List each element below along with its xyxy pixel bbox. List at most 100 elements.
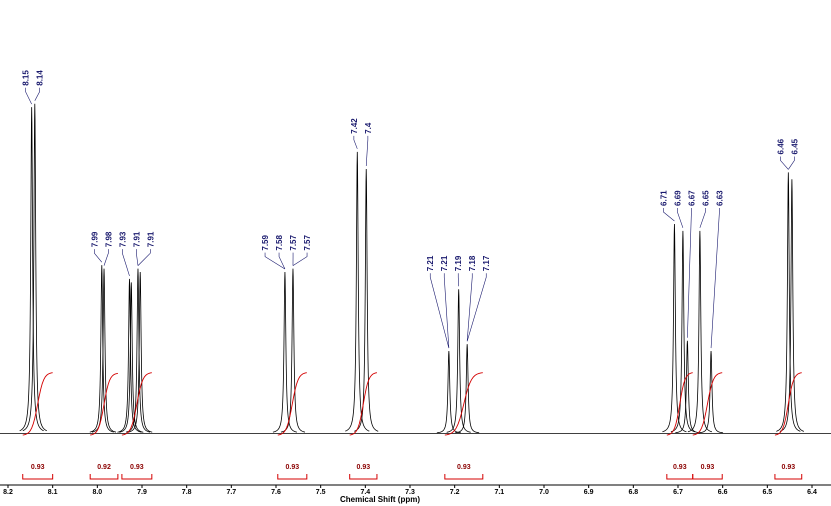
x-tick-label: 8.1 <box>48 489 58 496</box>
peak-label: 6.65 <box>701 190 710 206</box>
peak <box>779 179 805 432</box>
peak-leader <box>122 249 130 277</box>
peak-leader <box>699 207 706 228</box>
integral-bracket <box>277 474 308 480</box>
integral-curve <box>349 372 378 436</box>
x-tick-label: 6.4 <box>807 489 817 496</box>
integral-curve <box>666 372 693 436</box>
integral-label: 0.93 <box>701 464 715 471</box>
integral-curve <box>774 372 802 436</box>
peak-leader <box>429 273 450 349</box>
peak <box>119 282 144 433</box>
x-tick-label: 7.7 <box>226 489 236 496</box>
x-tick-label: 6.5 <box>762 489 772 496</box>
integral-label: 0.93 <box>130 464 144 471</box>
integral-label: 0.93 <box>285 464 299 471</box>
peak-label: 7.4 <box>364 122 373 134</box>
peak-leader <box>34 87 40 101</box>
integral-label: 0.92 <box>97 464 111 471</box>
peak-leader <box>292 252 308 266</box>
integral-bracket <box>89 474 119 480</box>
peak-label: 6.69 <box>673 190 682 206</box>
peak-label: 7.93 <box>118 231 127 247</box>
peak-label: 6.67 <box>687 190 696 206</box>
peak <box>128 272 153 433</box>
peak <box>699 351 724 434</box>
x-tick-label: 6.8 <box>628 489 638 496</box>
peak-label: 7.58 <box>275 234 284 250</box>
peak-leader <box>103 249 109 266</box>
x-tick-label: 7.8 <box>182 489 192 496</box>
x-tick-label: 8.2 <box>3 489 13 496</box>
x-tick-label: 7.9 <box>137 489 147 496</box>
peak-label: 7.57 <box>289 234 298 250</box>
peak <box>272 272 298 433</box>
peak-label: 7.18 <box>468 255 477 271</box>
peak-label: 8.15 <box>22 70 31 86</box>
peak-label: 6.71 <box>659 190 668 206</box>
peak <box>455 344 480 434</box>
peak <box>675 340 700 434</box>
x-tick-label: 7.2 <box>450 489 460 496</box>
peak-label: 7.91 <box>146 231 155 247</box>
peak-leader <box>710 207 720 349</box>
integral-bracket <box>349 474 378 480</box>
peak-label: 7.17 <box>482 255 491 271</box>
peak-label: 6.63 <box>715 190 724 206</box>
x-tick-label: 7.5 <box>316 489 326 496</box>
peak <box>776 172 801 432</box>
x-tick-label: 7.6 <box>271 489 281 496</box>
integral-label: 0.93 <box>673 464 687 471</box>
peak-label: 7.19 <box>454 255 463 271</box>
integral-label: 0.93 <box>457 464 471 471</box>
integral-label: 0.93 <box>31 464 45 471</box>
peak <box>436 351 461 434</box>
peak-leader <box>780 156 789 170</box>
peak-leader <box>677 207 684 228</box>
peak-leader <box>278 252 286 270</box>
peak-label: 6.46 <box>776 138 785 154</box>
peak-leader <box>137 249 151 266</box>
peak-label: 7.91 <box>132 231 141 247</box>
x-tick-label: 6.9 <box>584 489 594 496</box>
x-tick-label: 7.1 <box>494 489 504 496</box>
integral-curve <box>277 372 307 436</box>
peak-label: 7.59 <box>261 234 270 250</box>
integral-curve <box>90 372 118 436</box>
peak-label: 7.21 <box>440 255 449 271</box>
peak-leader <box>788 156 795 170</box>
peak-leader <box>94 249 103 263</box>
integral-bracket <box>666 474 694 480</box>
integral-bracket <box>692 474 723 480</box>
peak <box>354 168 379 432</box>
peak <box>446 289 471 433</box>
peak-label: 7.99 <box>90 231 99 247</box>
peak-leader <box>466 273 487 342</box>
x-tick-label: 8.0 <box>92 489 102 496</box>
peak-label: 7.21 <box>426 255 435 271</box>
integral-label: 0.93 <box>357 464 371 471</box>
x-axis-title: Chemical Shift (ppm) <box>340 495 420 504</box>
x-tick-label: 6.6 <box>718 489 728 496</box>
peak-label: 8.14 <box>36 70 45 86</box>
peak-leader <box>365 135 369 167</box>
peak-leader <box>466 273 473 342</box>
integral-bracket <box>22 474 54 480</box>
peak-label: 7.42 <box>350 118 359 134</box>
peak-label: 7.98 <box>104 231 113 247</box>
peak-leader <box>663 207 675 222</box>
peak-leader <box>443 273 450 349</box>
peak-leader <box>25 87 32 105</box>
peak-leader <box>687 207 692 338</box>
integral-curve <box>22 372 53 436</box>
peak-label: 6.45 <box>790 138 799 154</box>
integral-bracket <box>774 474 803 480</box>
peak-leader <box>353 135 358 149</box>
peak <box>687 230 712 433</box>
peak <box>19 107 44 432</box>
integral-curve <box>121 372 152 436</box>
peak <box>345 151 370 432</box>
integral-bracket <box>121 474 153 480</box>
integral-curve <box>444 372 483 436</box>
